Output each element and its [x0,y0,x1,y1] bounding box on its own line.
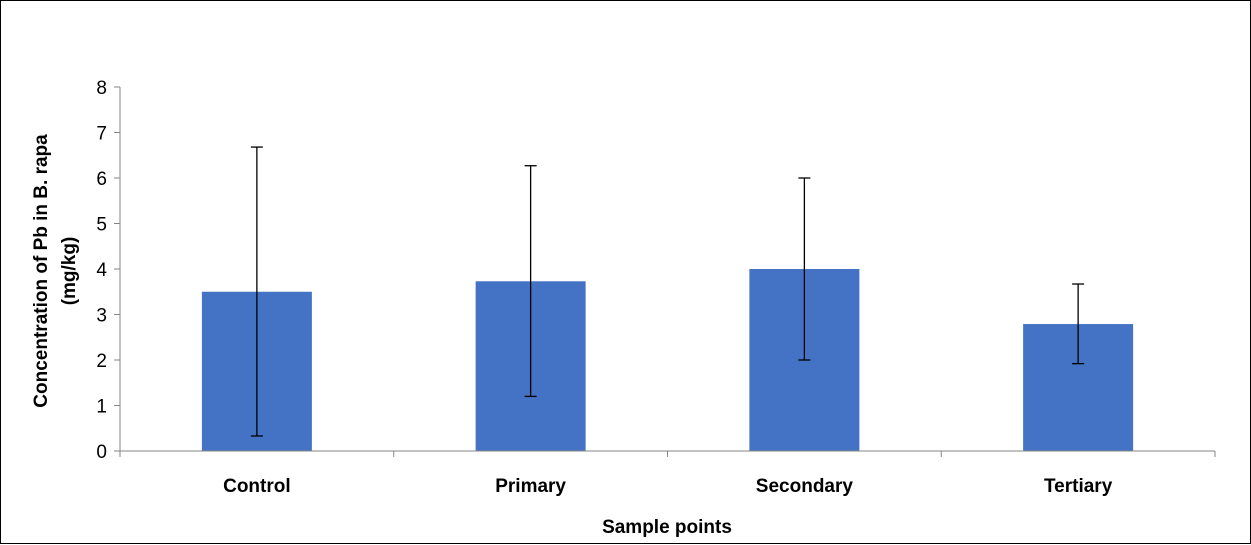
y-axis-title: Concentration of Pb in B. rapa [31,134,52,408]
y-tick-label: 3 [96,306,107,327]
y-tick-label: 4 [96,260,107,281]
bars [201,269,1134,451]
category-labels: Control Primary Secondary Tertiary [223,476,1113,497]
category-label-control: Control [223,476,291,497]
category-label-tertiary: Tertiary [1044,476,1113,497]
y-axis-title-line2: (mg/kg) [59,237,80,306]
category-label-secondary: Secondary [756,476,854,497]
error-bars [250,146,1085,437]
y-axis-title-line1: Concentration of Pb in B. rapa [31,134,52,408]
category-label-primary: Primary [495,476,566,497]
y-tick-label: 6 [96,169,107,190]
y-tick-label: 8 [96,78,107,99]
y-tick-label: 2 [96,351,107,372]
y-axis-ticks: 0 1 2 3 4 5 6 7 8 [96,78,120,463]
y-axis-unit: (mg/kg) [59,237,80,306]
y-tick-label: 0 [96,442,107,463]
y-tick-label: 1 [96,397,107,418]
y-tick-label: 5 [96,215,107,236]
x-axis-ticks [119,451,1216,457]
y-tick-label: 7 [96,124,107,145]
x-axis-title: Sample points [602,517,732,538]
